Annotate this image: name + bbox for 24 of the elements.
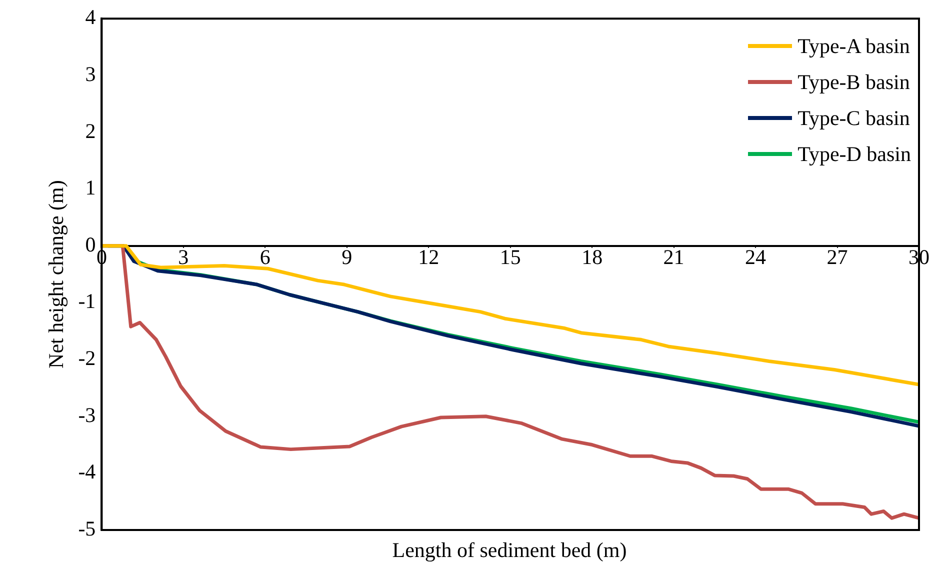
- y-tick-label: -2: [78, 346, 96, 370]
- y-tick-label: -5: [78, 516, 96, 541]
- x-axis-title: Length of sediment bed (m): [391, 538, 628, 563]
- y-tick-label: 2: [85, 118, 96, 143]
- x-tick-label: 24: [745, 244, 767, 269]
- y-axis-title: Net height change (m): [44, 180, 68, 368]
- x-tick-label: 15: [500, 244, 521, 269]
- y-tick-label: 4: [85, 5, 96, 30]
- y-tick-label: 1: [85, 176, 96, 200]
- x-tick-label: 18: [582, 244, 603, 269]
- x-tick-label: 12: [418, 244, 440, 269]
- y-tick-label: -3: [78, 402, 96, 427]
- legend-label: Type-D basin: [798, 142, 911, 166]
- y-tick-label: -4: [78, 460, 96, 484]
- x-tick-label: 27: [826, 244, 848, 269]
- y-tick-label: 3: [85, 62, 96, 86]
- x-tick-label: 21: [663, 244, 684, 269]
- x-tick-label: 3: [178, 244, 189, 269]
- x-tick-label: 9: [342, 244, 352, 269]
- legend-label: Type-A basin: [798, 34, 910, 58]
- x-tick-label: 6: [260, 244, 270, 269]
- legend-label: Type-C basin: [798, 106, 910, 130]
- y-tick-label: -1: [78, 289, 96, 314]
- legend-label: Type-B basin: [798, 70, 910, 94]
